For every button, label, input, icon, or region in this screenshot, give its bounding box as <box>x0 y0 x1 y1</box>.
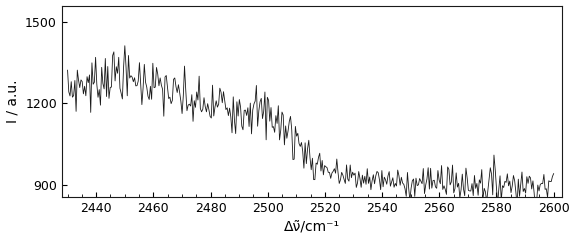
X-axis label: Δν̃/cm⁻¹: Δν̃/cm⁻¹ <box>284 221 340 234</box>
Y-axis label: I / a.u.: I / a.u. <box>6 79 20 123</box>
